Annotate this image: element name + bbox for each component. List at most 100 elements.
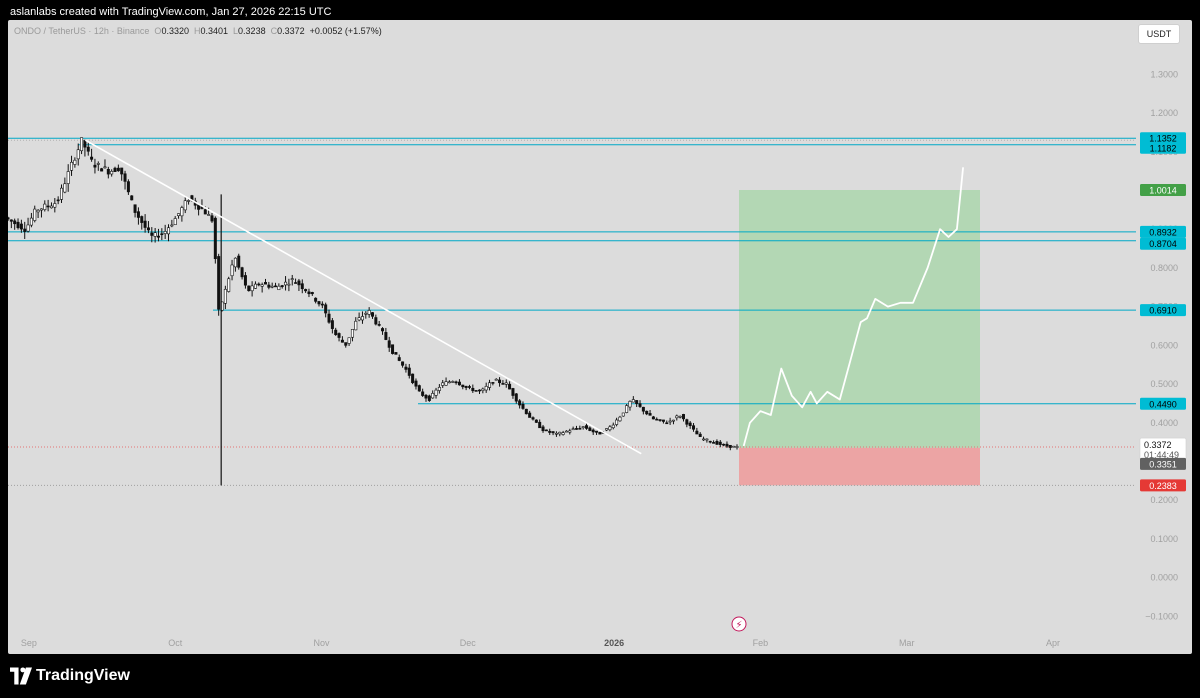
- candle-body: [167, 227, 171, 235]
- candle-body: [237, 255, 241, 268]
- candle-body: [9, 219, 13, 222]
- candle-body: [39, 208, 43, 211]
- candle-body: [504, 382, 508, 385]
- x-tick-label: Sep: [21, 638, 37, 648]
- candle-body: [467, 386, 471, 388]
- candle-body: [574, 428, 578, 430]
- candle-body: [357, 317, 361, 321]
- candle-body: [267, 284, 271, 288]
- candle-body: [240, 267, 244, 278]
- level-badge-bg: [1140, 304, 1186, 317]
- candle-body: [391, 344, 395, 354]
- candle-body: [213, 217, 217, 260]
- legend-change: +0.0052 (+1.57%): [309, 26, 382, 36]
- candle-body: [558, 431, 562, 435]
- candle-body: [330, 320, 334, 329]
- y-tick-label: 0.6000: [1150, 340, 1178, 350]
- candle-body: [253, 283, 257, 289]
- chart-caption: aslanlabs created with TradingView.com, …: [10, 6, 332, 18]
- candle-body: [728, 444, 732, 448]
- x-tick-label: Oct: [168, 638, 183, 648]
- candle-body: [431, 393, 435, 399]
- x-tick-label: Apr: [1046, 638, 1060, 648]
- candle-body: [367, 310, 371, 315]
- y-tick-label: 0.4000: [1150, 418, 1178, 428]
- candle-body: [317, 301, 321, 305]
- y-tick-label: −0.1000: [1145, 611, 1178, 621]
- candle-body: [651, 416, 655, 420]
- candle-body: [90, 156, 94, 160]
- target-badge-bg: [1140, 184, 1186, 197]
- candle-body: [36, 209, 40, 213]
- candle-body: [451, 381, 455, 383]
- y-tick-label: 0.0000: [1150, 573, 1178, 583]
- price-chart[interactable]: 1.30001.20001.10000.90000.80000.70000.60…: [8, 20, 1192, 654]
- candle-body: [277, 285, 281, 291]
- level-badge-bg: [1140, 397, 1186, 410]
- chart-area[interactable]: 1.30001.20001.10000.90000.80000.70000.60…: [8, 20, 1192, 654]
- candle-body: [712, 442, 716, 444]
- candle-body: [274, 285, 278, 288]
- flash-marker-icon[interactable]: [731, 616, 747, 632]
- candle-body: [708, 440, 712, 443]
- candle-body: [140, 216, 144, 223]
- candle-body: [681, 414, 685, 420]
- candle-body: [86, 146, 90, 152]
- candle-body: [310, 292, 314, 295]
- profit-zone[interactable]: [739, 190, 980, 448]
- candle-body: [377, 324, 381, 326]
- candle-body: [187, 200, 191, 202]
- candle-body: [541, 426, 545, 432]
- y-tick-label: 0.1000: [1150, 534, 1178, 544]
- level-badge-bg: [1140, 132, 1186, 145]
- candle-body: [571, 428, 575, 431]
- y-tick-label: 0.8000: [1150, 263, 1178, 273]
- stop-badge-bg: [1140, 479, 1186, 492]
- candle-body: [454, 381, 458, 384]
- x-tick-label: Mar: [899, 638, 915, 648]
- candle-body: [29, 217, 33, 226]
- candle-body: [615, 419, 619, 425]
- target-badge: 1.0014: [1149, 186, 1177, 196]
- candle-body: [551, 431, 555, 434]
- level-badge-bg: [1140, 237, 1186, 250]
- currency-button[interactable]: USDT: [1138, 24, 1180, 44]
- candle-body: [715, 440, 719, 445]
- level-badge: 0.8704: [1149, 239, 1177, 249]
- candle-body: [284, 281, 288, 286]
- level-badge-bg: [1140, 225, 1186, 238]
- candle-body: [611, 424, 615, 429]
- candle-body: [491, 382, 495, 384]
- candle-body: [133, 204, 137, 213]
- candle-body: [116, 167, 120, 172]
- candle-body: [23, 228, 27, 232]
- candle-body: [618, 416, 622, 422]
- candle-body: [407, 367, 411, 376]
- candle-body: [136, 211, 140, 218]
- candle-body: [581, 426, 585, 428]
- candle-body: [628, 401, 632, 408]
- candle-body: [300, 283, 304, 290]
- last-price-label: 0.3372: [1144, 440, 1172, 450]
- candle-body: [661, 419, 665, 422]
- trendline[interactable]: [84, 139, 642, 455]
- candle-body: [608, 426, 612, 431]
- candle-body: [387, 340, 391, 348]
- legend-low-label: L: [233, 26, 239, 36]
- candle-body: [722, 443, 726, 446]
- projection-path[interactable]: [742, 167, 964, 447]
- candle-body: [143, 220, 147, 228]
- y-tick-label: 0.2000: [1150, 495, 1178, 505]
- candle-body: [538, 421, 542, 429]
- loss-zone[interactable]: [739, 447, 980, 486]
- candle-body: [304, 289, 308, 292]
- candle-body: [290, 278, 294, 280]
- candle-body: [635, 400, 639, 404]
- candle-body: [110, 171, 114, 175]
- legend-close-label: C: [270, 26, 278, 36]
- candle-body: [531, 417, 535, 420]
- candle-body: [16, 221, 20, 229]
- candle-body: [263, 282, 267, 285]
- candle-body: [404, 366, 408, 370]
- candle-body: [544, 429, 548, 432]
